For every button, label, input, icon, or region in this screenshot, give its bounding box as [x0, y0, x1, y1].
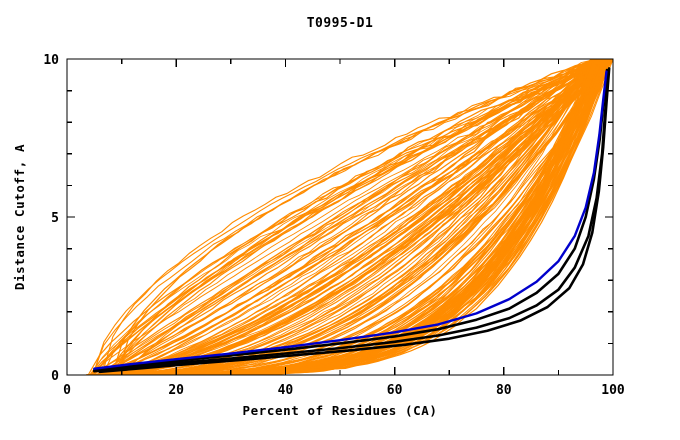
prediction-curve	[98, 59, 598, 375]
reference-curve-black	[98, 67, 611, 374]
x-tick-label: 40	[278, 383, 294, 398]
prediction-curve	[102, 59, 605, 375]
prediction-curve	[119, 61, 612, 375]
prediction-curve	[103, 59, 601, 375]
y-axis-title: Distance Cutoff, A	[12, 144, 27, 290]
page-title: T0995-D1	[306, 16, 374, 31]
x-tick-label: 100	[601, 383, 625, 398]
reference-curve-black	[93, 70, 610, 373]
prediction-curve	[116, 59, 594, 375]
prediction-curve	[91, 59, 607, 375]
prediction-curve	[109, 59, 607, 375]
prediction-curve	[107, 59, 613, 375]
prediction-curve	[99, 61, 607, 375]
prediction-curve	[92, 59, 595, 375]
x-tick-label: 20	[168, 383, 184, 398]
y-tick-label: 0	[51, 369, 59, 384]
prediction-curve	[115, 59, 596, 375]
x-tick-label: 60	[387, 383, 403, 398]
prediction-curve	[106, 59, 612, 375]
prediction-curve	[106, 59, 612, 375]
prediction-curve	[118, 59, 611, 375]
prediction-curve	[95, 60, 603, 375]
prediction-curve	[92, 59, 593, 375]
prediction-curve	[93, 59, 597, 375]
prediction-curve	[113, 59, 609, 375]
x-tick-label: 80	[496, 383, 512, 398]
curve-series-layer	[85, 59, 613, 375]
prediction-curve	[110, 59, 592, 375]
prediction-curve	[90, 59, 609, 375]
prediction-curve	[122, 60, 599, 375]
axis-ticks	[66, 58, 614, 376]
y-tick-label: 5	[51, 211, 59, 226]
axis-tick-labels: 0 20 40 60 80 100 0 5 10	[43, 53, 625, 398]
prediction-curve	[122, 59, 600, 375]
prediction-curve	[101, 59, 608, 375]
prediction-curve	[107, 59, 593, 375]
x-axis-title: Percent of Residues (CA)	[242, 403, 437, 418]
prediction-curve	[93, 59, 612, 375]
prediction-curve	[93, 59, 594, 375]
prediction-curve	[101, 59, 603, 375]
prediction-curve	[113, 59, 607, 375]
prediction-curve	[120, 61, 603, 375]
prediction-curve	[107, 59, 611, 375]
prediction-curve	[92, 59, 607, 375]
y-tick-label: 10	[43, 53, 59, 68]
reference-curve-blue	[93, 70, 608, 370]
x-tick-label: 0	[63, 383, 71, 398]
